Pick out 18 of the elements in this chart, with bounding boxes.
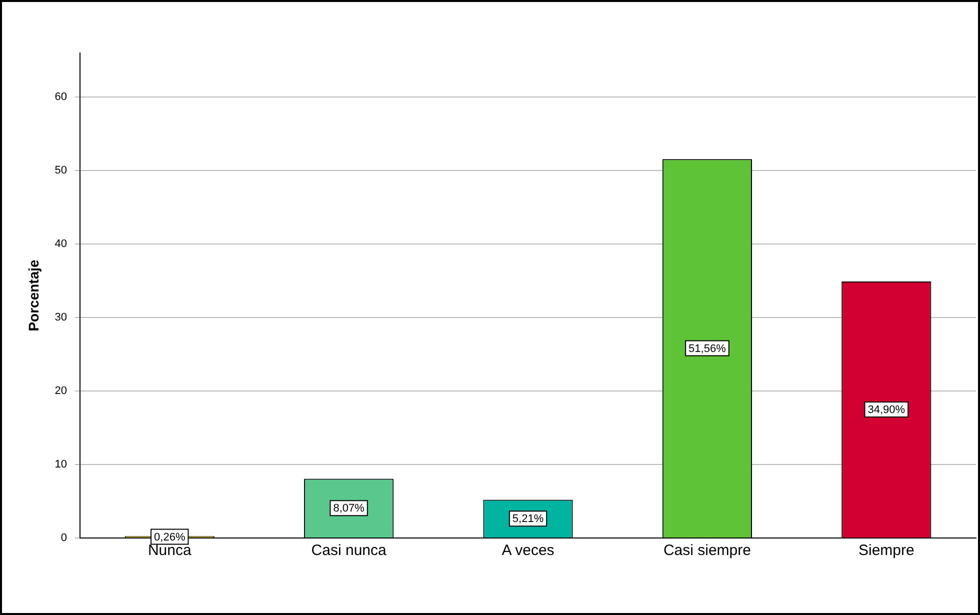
y-axis-title: Porcentaje bbox=[25, 259, 42, 332]
y-tick-label: 0 bbox=[60, 532, 68, 544]
x-tick-label: Siempre bbox=[858, 542, 914, 560]
y-tick-label: 30 bbox=[54, 312, 68, 324]
x-tick-label: Casi siempre bbox=[663, 542, 751, 560]
y-tick-label: 40 bbox=[54, 238, 68, 250]
x-tick-label: Casi nunca bbox=[311, 542, 388, 560]
data-label: 0,26% bbox=[154, 531, 186, 544]
y-tick-label: 50 bbox=[54, 164, 68, 177]
data-label: 8,07% bbox=[333, 502, 365, 515]
data-label: 51,56% bbox=[688, 342, 726, 355]
y-tick-label: 60 bbox=[54, 91, 68, 104]
y-tick-label: 20 bbox=[54, 385, 68, 398]
y-tick-label: 10 bbox=[54, 458, 68, 471]
data-label: 34,90% bbox=[868, 404, 906, 416]
data-label: 5,21% bbox=[512, 513, 544, 526]
x-tick-label: Nunca bbox=[148, 542, 192, 560]
x-tick-label: A veces bbox=[502, 542, 554, 560]
